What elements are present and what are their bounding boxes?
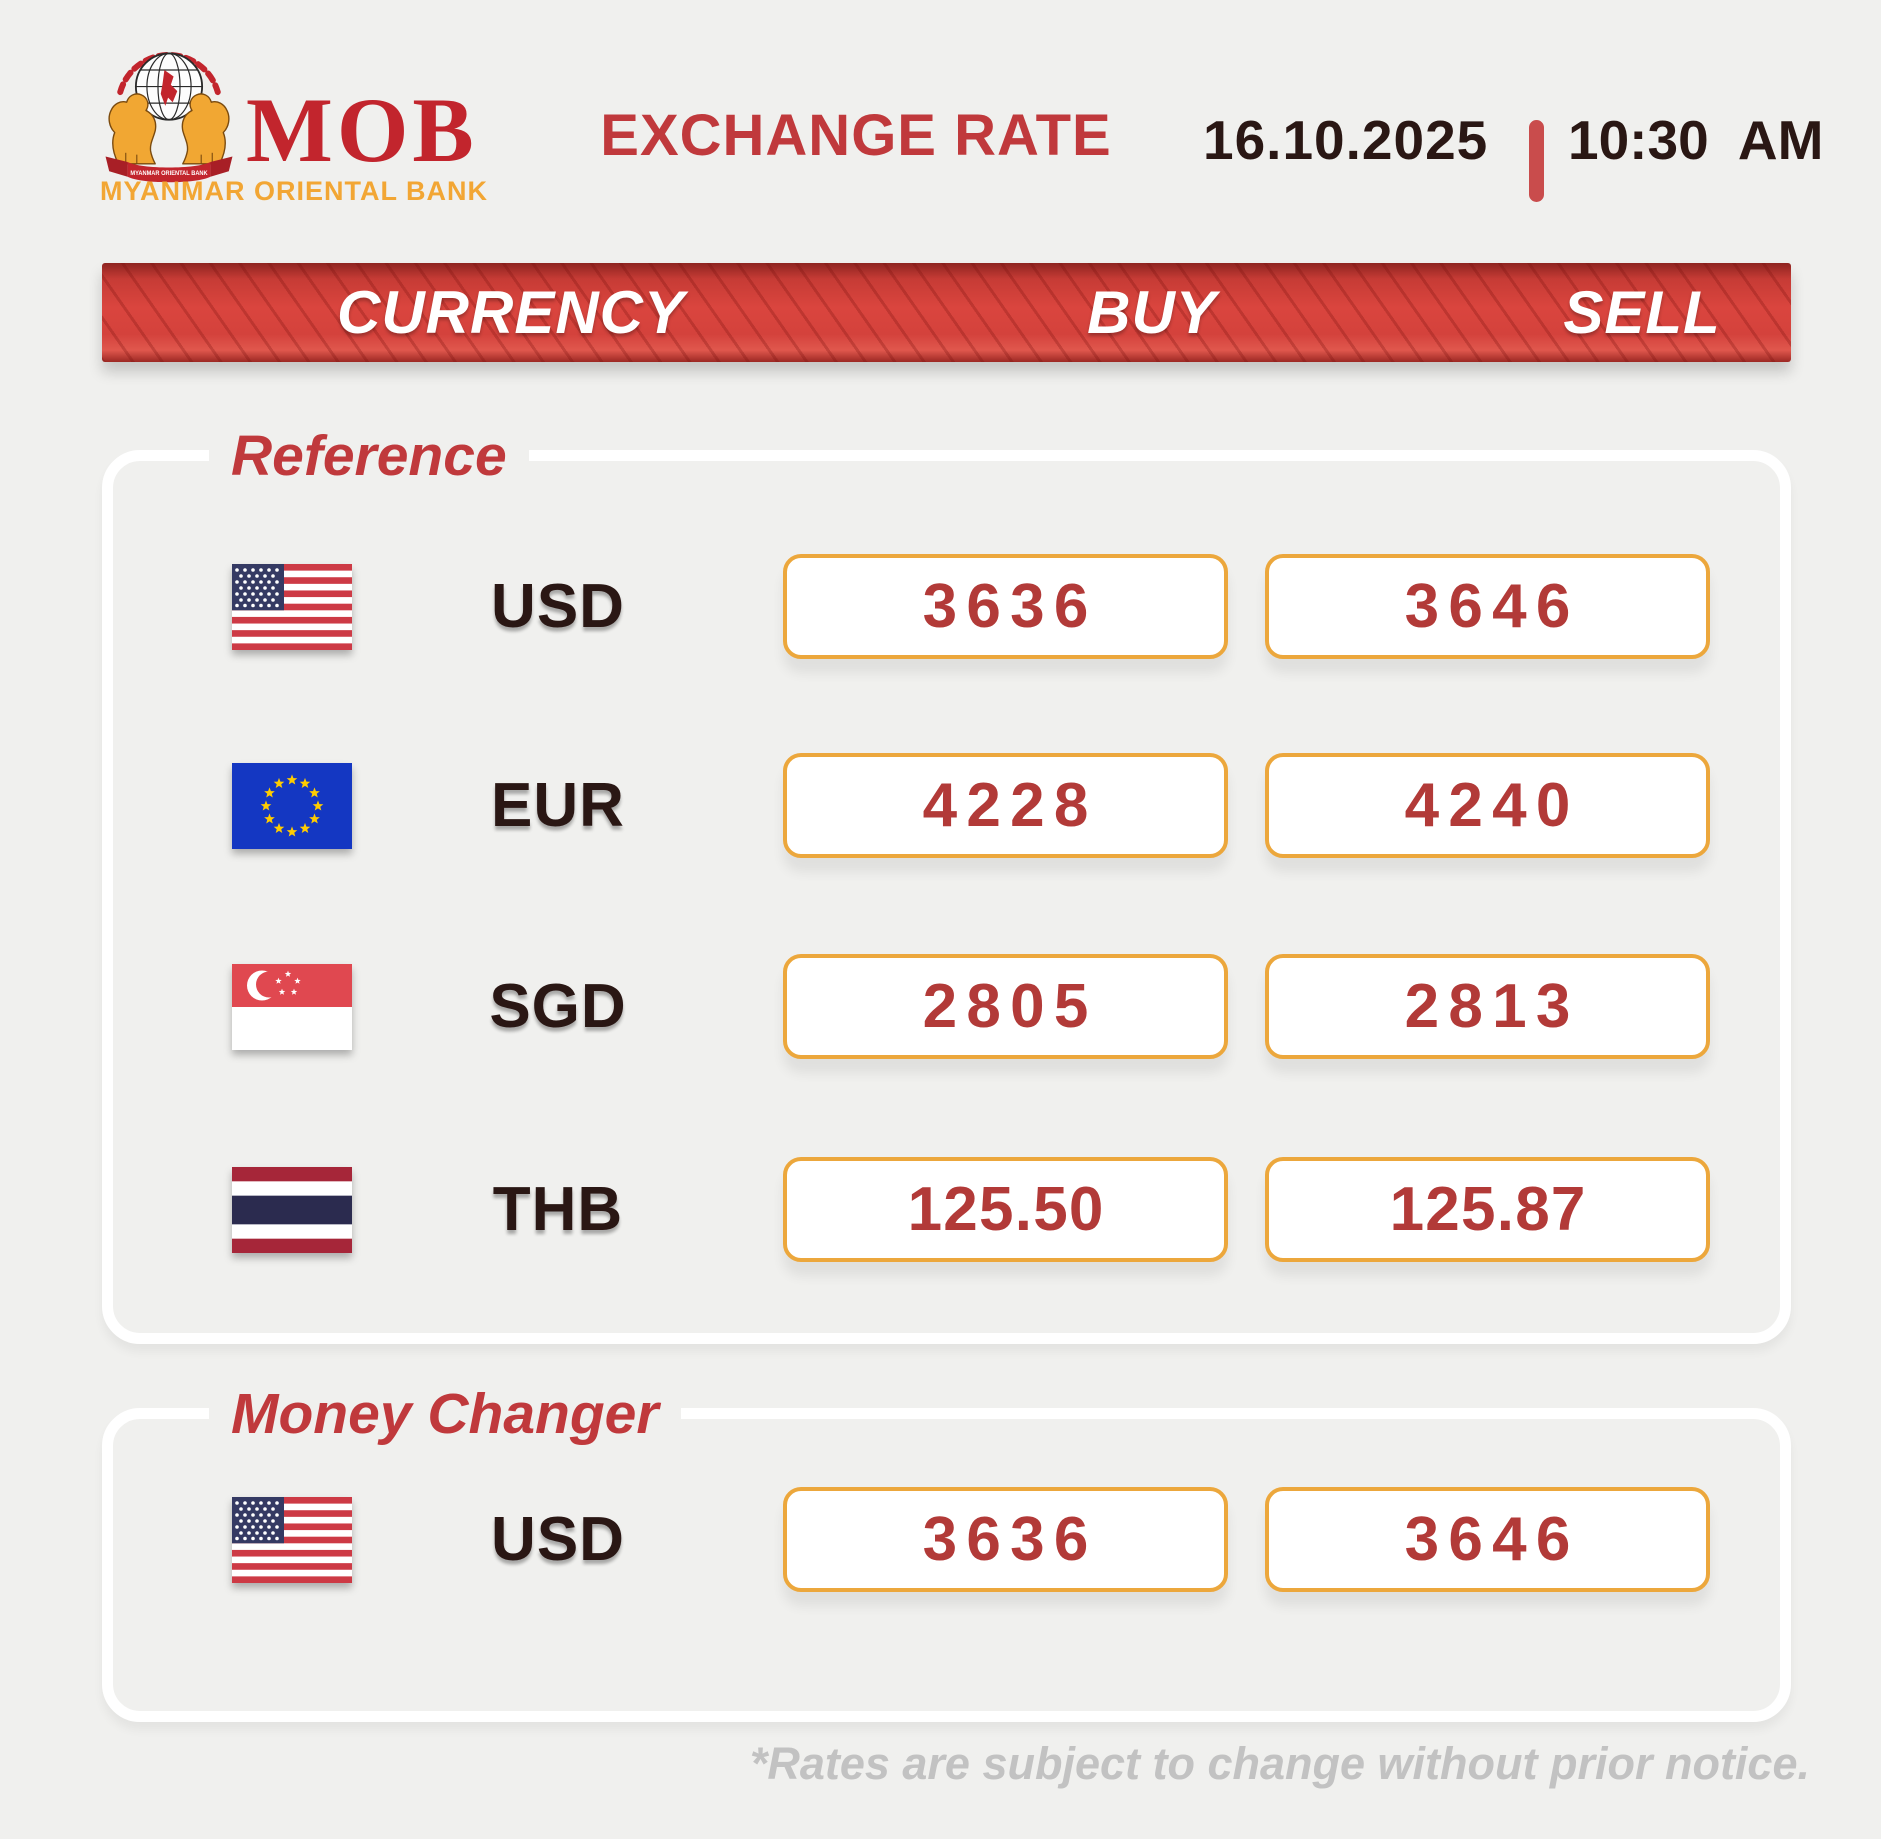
currency-code: SGD: [489, 972, 627, 1041]
currency-code: THB: [492, 1175, 624, 1244]
mob-bank-emblem-icon: MYANMAR ORIENTAL BANK: [105, 52, 233, 183]
buy-value: 3636: [922, 1505, 1098, 1574]
date-time-divider: [1529, 120, 1544, 202]
sell-value-box: 2813: [1265, 954, 1710, 1059]
rate-row: EUR 4228 4240: [113, 753, 1780, 858]
sell-value: 2813: [1404, 972, 1580, 1041]
currency-code: USD: [491, 572, 625, 641]
buy-value: 3636: [922, 572, 1098, 641]
sell-value-box: 3646: [1265, 1487, 1710, 1592]
rate-row: USD 3636 3646: [113, 554, 1780, 659]
rate-row: THB 125.50 125.87: [113, 1157, 1780, 1262]
buy-value-box: 125.50: [783, 1157, 1228, 1262]
th-flag-icon: [232, 1167, 352, 1253]
emblem-ribbon-text: MYANMAR ORIENTAL BANK: [130, 170, 208, 177]
us-flag-icon: [232, 564, 352, 650]
sell-value: 3646: [1404, 572, 1580, 641]
rate-time: 10:30 AM: [1568, 109, 1824, 171]
sell-value: 4240: [1404, 771, 1580, 840]
bank-name: MYANMAR ORIENTAL BANK: [100, 176, 489, 206]
eu-flag-icon: [232, 763, 352, 849]
currency-code: EUR: [491, 771, 625, 840]
column-header-sell: SELL: [1563, 279, 1721, 346]
us-flag-icon: [232, 1497, 352, 1583]
section-label-reference: Reference: [209, 422, 529, 491]
sell-value: 3646: [1404, 1505, 1580, 1574]
buy-value: 2805: [922, 972, 1098, 1041]
rate-date: 16.10.2025: [1203, 109, 1489, 171]
page-title: EXCHANGE RATE: [600, 103, 1112, 168]
reference-section: Reference USD 3636 3646 EUR 4228 4240 SG…: [102, 422, 1791, 1344]
buy-value-box: 3636: [783, 554, 1228, 659]
sell-value-box: 4240: [1265, 753, 1710, 858]
rate-row: SGD 2805 2813: [113, 954, 1780, 1059]
rates-disclaimer: *Rates are subject to change without pri…: [749, 1738, 1810, 1789]
section-label-money-changer: Money Changer: [209, 1380, 681, 1449]
buy-value: 125.50: [907, 1175, 1105, 1244]
currency-code: USD: [491, 1505, 625, 1574]
mob-monogram: MOB: [246, 79, 478, 181]
table-header-banner: CURRENCY BUY SELL: [102, 263, 1791, 362]
column-header-buy: BUY: [1087, 279, 1217, 346]
buy-value-box: 4228: [783, 753, 1228, 858]
column-header-currency: CURRENCY: [337, 279, 686, 346]
sg-flag-icon: [232, 964, 352, 1050]
buy-value-box: 3636: [783, 1487, 1228, 1592]
rate-row: USD 3636 3646: [113, 1487, 1780, 1592]
money-changer-section: Money Changer USD 3636 3646: [102, 1380, 1791, 1722]
sell-value-box: 125.87: [1265, 1157, 1710, 1262]
emblem-ribbon: MYANMAR ORIENTAL BANK: [105, 156, 233, 183]
buy-value: 4228: [922, 771, 1098, 840]
sell-value: 125.87: [1389, 1175, 1587, 1244]
sell-value-box: 3646: [1265, 554, 1710, 659]
buy-value-box: 2805: [783, 954, 1228, 1059]
